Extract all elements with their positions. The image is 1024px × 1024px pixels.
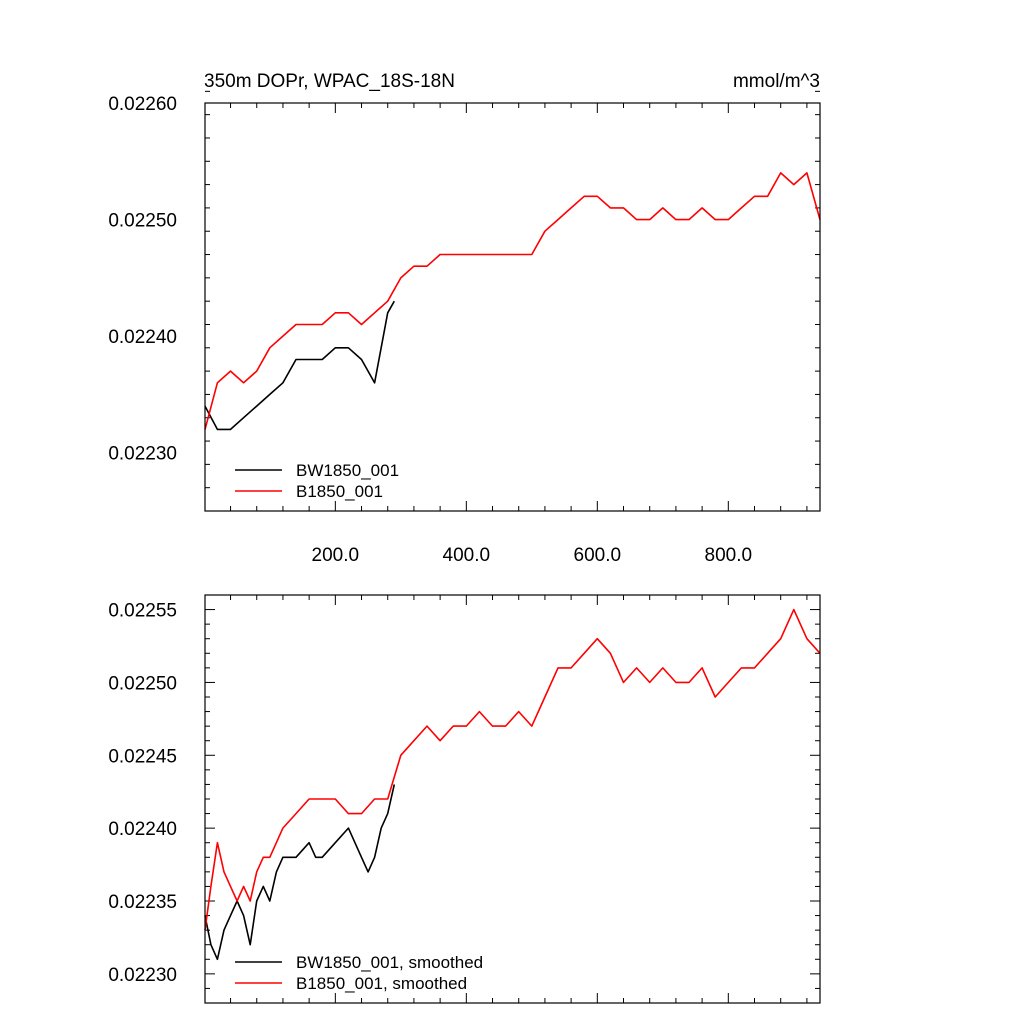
y-tick-labels: 0.02230 0.02235 0.02240 0.02245 0.02250 0.022…: [108, 601, 177, 986]
y-tick-labels: 0.02230 0.02240 0.02250 0.02260: [108, 94, 177, 465]
plot-frame: [204, 594, 821, 1004]
series-line-b1850-001-smoothed: [204, 608, 821, 931]
x-tick-label: 200.0: [312, 545, 360, 566]
series-line-bw1850-001-smoothed: [204, 784, 396, 961]
y-tick-label: 0.02240: [108, 819, 177, 840]
y-tick-label: 0.02250: [108, 673, 177, 694]
units-label: mmol/m^3: [733, 71, 820, 92]
y-tick-label: 0.02235: [108, 892, 177, 913]
series-line-bw1850-001: [204, 300, 395, 431]
x-tick-labels: 200.0 400.0 600.0 800.0: [312, 545, 753, 566]
series-group: [204, 608, 821, 961]
y-tick-label: 0.02260: [108, 94, 177, 115]
chart-title: 350m DOPr, WPAC_18S-18N: [204, 71, 455, 92]
legend: BW1850_001, smoothed B1850_001, smoothed: [235, 953, 483, 993]
y-tick-label: 0.02245: [108, 746, 177, 767]
y-tick-label: 0.02230: [108, 965, 177, 986]
panel-bottom: 0.02230 0.02235 0.02240 0.02245 0.02250 0.022…: [108, 594, 821, 1004]
panel-top: 350m DOPr, WPAC_18S-18N mmol/m^3 0.02230…: [108, 71, 821, 566]
legend-label-bw1850: BW1850_001: [296, 461, 399, 480]
legend-label-b1850-smoothed: B1850_001, smoothed: [296, 974, 467, 993]
y-tick-label: 0.02255: [108, 601, 177, 622]
series-group: [204, 172, 821, 431]
y-tick-label: 0.02230: [108, 444, 177, 465]
series-line-b1850-001: [204, 172, 821, 430]
legend-label-bw1850-smoothed: BW1850_001, smoothed: [296, 953, 483, 972]
legend: BW1850_001 B1850_001: [235, 461, 399, 501]
y-tick-label: 0.02250: [108, 211, 177, 232]
x-tick-label: 400.0: [443, 545, 491, 566]
tick-marks: [205, 594, 820, 1004]
x-tick-label: 600.0: [574, 545, 622, 566]
plot-frame: [204, 102, 821, 512]
x-tick-label: 800.0: [705, 545, 753, 566]
y-tick-label: 0.02240: [108, 327, 177, 348]
legend-label-b1850: B1850_001: [296, 482, 383, 501]
tick-marks: [205, 90, 820, 512]
